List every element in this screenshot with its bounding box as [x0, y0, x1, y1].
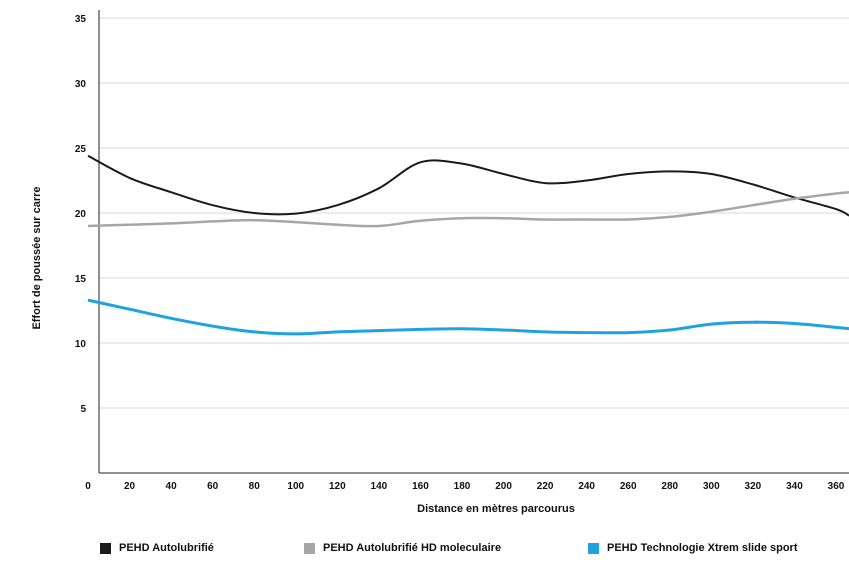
x-tick-label: 220	[537, 481, 554, 492]
x-tick-label: 100	[287, 481, 304, 492]
y-tick-label: 15	[75, 274, 87, 285]
x-tick-label: 60	[207, 481, 219, 492]
y-tick-label: 20	[75, 209, 87, 220]
legend-swatch	[588, 542, 599, 554]
series-line-xtrem-slide	[87, 298, 849, 336]
x-tick-labels: 0 20 40 60 80 100 120 140 160 180 200 220 240 260 280 3…	[85, 481, 845, 492]
y-tick-label: 10	[75, 339, 87, 350]
grid-lines	[99, 17, 849, 409]
legend-swatch	[304, 542, 315, 554]
x-tick-label: 180	[454, 481, 471, 492]
x-tick-label: 160	[412, 481, 429, 492]
y-axis-title: Effort de poussée sur carre	[31, 186, 43, 329]
y-tick-label: 30	[75, 79, 87, 90]
legend-label: PEHD Technologie Xtrem slide sport	[607, 542, 798, 554]
x-tick-label: 140	[371, 481, 388, 492]
x-tick-label: 260	[620, 481, 637, 492]
x-tick-label: 320	[745, 481, 762, 492]
series-line-autolubrifie	[87, 154, 849, 217]
legend-item-xtrem-slide: PEHD Technologie Xtrem slide sport	[588, 542, 798, 554]
x-tick-label: 280	[661, 481, 678, 492]
legend-swatch	[100, 542, 111, 554]
y-tick-label: 25	[75, 144, 87, 155]
legend-item-hd-moleculaire: PEHD Autolubrifié HD moleculaire	[304, 542, 501, 554]
x-tick-label: 200	[495, 481, 512, 492]
x-tick-label: 80	[249, 481, 261, 492]
legend-label: PEHD Autolubrifié HD moleculaire	[323, 542, 502, 554]
axes	[98, 10, 849, 474]
x-tick-label: 360	[828, 481, 845, 492]
x-tick-label: 0	[85, 481, 91, 492]
x-tick-label: 40	[166, 481, 178, 492]
line-chart: 5 10 15 20 25 30 35 0 20 40 60 80 100 120 140 160 180 20…	[31, 10, 849, 515]
series-line-hd-moleculaire	[87, 190, 849, 228]
series-lines	[87, 154, 849, 336]
legend-item-autolubrifie: PEHD Autolubrifié	[100, 542, 214, 554]
x-tick-label: 340	[786, 481, 803, 492]
y-tick-label: 5	[80, 404, 86, 415]
y-tick-label: 35	[75, 14, 87, 25]
y-tick-labels: 5 10 15 20 25 30 35	[75, 14, 87, 415]
x-tick-label: 120	[329, 481, 346, 492]
x-tick-label: 240	[578, 481, 595, 492]
x-tick-label: 300	[703, 481, 720, 492]
x-tick-label: 20	[124, 481, 136, 492]
legend: PEHD Autolubrifié PEHD Autolubrifié HD m…	[0, 540, 849, 560]
x-axis-title: Distance en mètres parcourus	[417, 503, 575, 515]
legend-label: PEHD Autolubrifié	[119, 542, 214, 554]
